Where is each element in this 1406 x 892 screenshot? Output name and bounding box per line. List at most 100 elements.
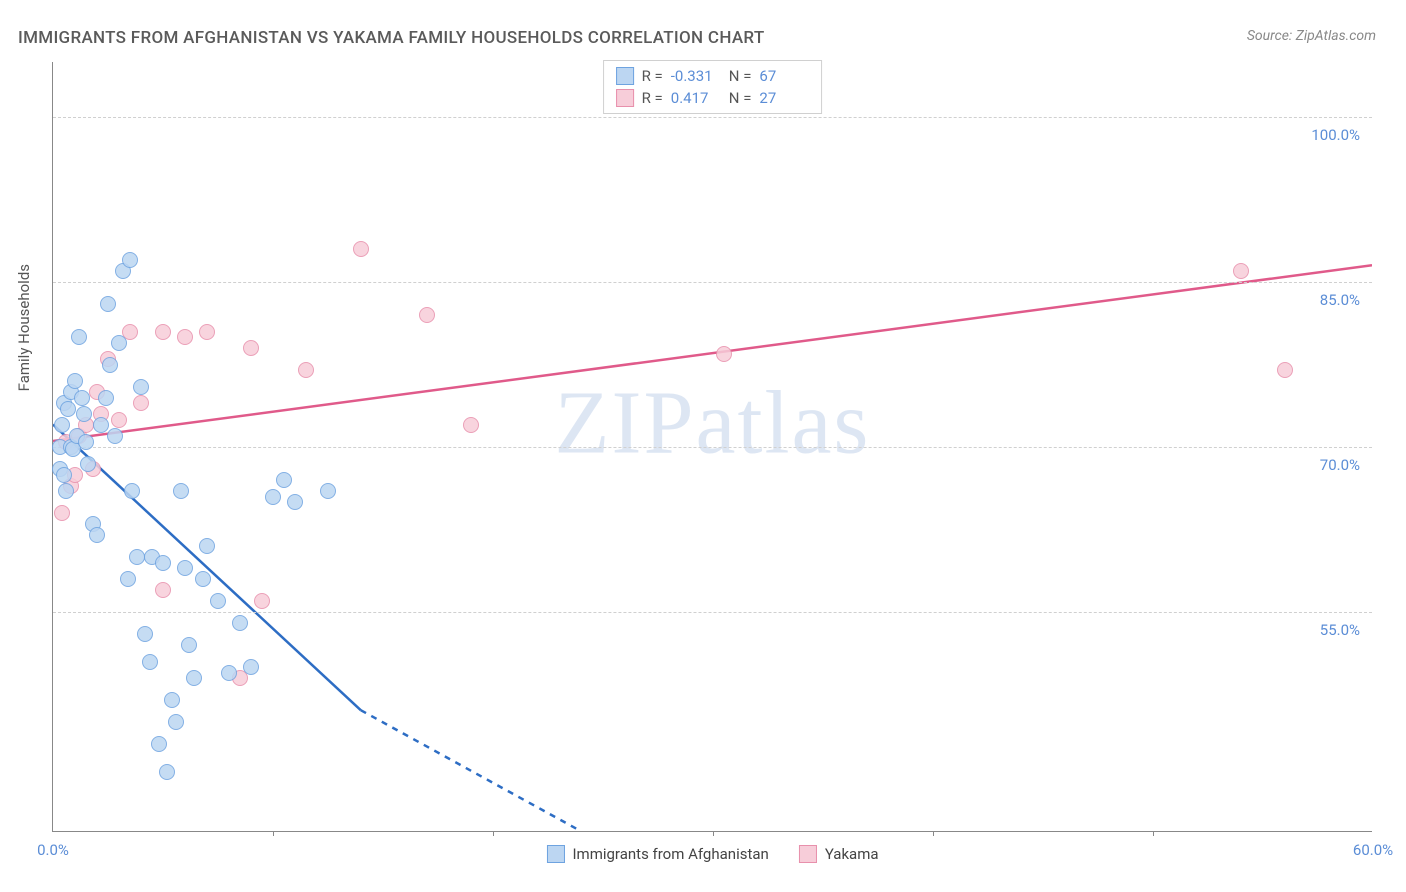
x-tick-mark <box>1153 831 1154 836</box>
r-label: R = <box>642 67 663 85</box>
scatter-point-yakama <box>155 582 171 598</box>
legend-row-afghanistan: R = -0.331 N = 67 <box>616 65 810 87</box>
scatter-point-yakama <box>353 241 369 257</box>
scatter-point-yakama <box>716 346 732 362</box>
scatter-point-afghanistan <box>120 571 136 587</box>
scatter-point-afghanistan <box>199 538 215 554</box>
scatter-point-afghanistan <box>67 373 83 389</box>
scatter-point-afghanistan <box>243 659 259 675</box>
swatch-afghanistan <box>546 845 564 863</box>
scatter-point-afghanistan <box>186 670 202 686</box>
x-tick-mark <box>713 831 714 836</box>
watermark-light: atlas <box>696 374 871 473</box>
gridline <box>53 447 1372 448</box>
scatter-point-afghanistan <box>159 764 175 780</box>
gridline <box>53 117 1372 118</box>
x-tick-label: 0.0% <box>37 841 69 859</box>
n-value-afghanistan: 67 <box>759 67 809 85</box>
n-value-yakama: 27 <box>759 89 809 107</box>
scatter-point-afghanistan <box>58 483 74 499</box>
r-value-afghanistan: -0.331 <box>671 67 721 85</box>
swatch-yakama <box>799 845 817 863</box>
y-tick-label: 70.0% <box>1320 456 1360 474</box>
gridline <box>53 282 1372 283</box>
watermark-bold: ZIP <box>555 374 696 473</box>
legend-series-box: Immigrants from Afghanistan Yakama <box>546 845 878 863</box>
scatter-point-afghanistan <box>142 654 158 670</box>
plot-area: ZIPatlas R = -0.331 N = 67 R = 0.417 N =… <box>52 62 1372 832</box>
series-label-afghanistan: Immigrants from Afghanistan <box>572 845 768 863</box>
legend-row-yakama: R = 0.417 N = 27 <box>616 87 810 109</box>
scatter-point-afghanistan <box>232 615 248 631</box>
scatter-point-afghanistan <box>124 483 140 499</box>
gridline <box>53 612 1372 613</box>
scatter-point-yakama <box>1277 362 1293 378</box>
scatter-point-afghanistan <box>265 489 281 505</box>
legend-correlation-box: R = -0.331 N = 67 R = 0.417 N = 27 <box>603 60 823 114</box>
y-axis-label: Family Households <box>15 264 33 391</box>
y-tick-label: 85.0% <box>1320 291 1360 309</box>
scatter-point-yakama <box>177 329 193 345</box>
scatter-point-afghanistan <box>60 401 76 417</box>
source-label: Source: ZipAtlas.com <box>1247 28 1376 44</box>
x-tick-label: 60.0% <box>1353 841 1393 859</box>
scatter-point-afghanistan <box>287 494 303 510</box>
swatch-yakama <box>616 89 634 107</box>
chart-container: IMMIGRANTS FROM AFGHANISTAN VS YAKAMA FA… <box>0 0 1406 892</box>
scatter-point-afghanistan <box>177 560 193 576</box>
scatter-point-afghanistan <box>276 472 292 488</box>
scatter-point-afghanistan <box>107 428 123 444</box>
scatter-point-afghanistan <box>221 665 237 681</box>
n-label: N = <box>729 89 752 107</box>
scatter-point-afghanistan <box>168 714 184 730</box>
scatter-point-afghanistan <box>137 626 153 642</box>
scatter-point-afghanistan <box>195 571 211 587</box>
scatter-point-afghanistan <box>80 456 96 472</box>
x-tick-mark <box>493 831 494 836</box>
scatter-point-afghanistan <box>98 390 114 406</box>
legend-item-yakama: Yakama <box>799 845 879 863</box>
scatter-point-afghanistan <box>129 549 145 565</box>
scatter-point-afghanistan <box>173 483 189 499</box>
scatter-point-afghanistan <box>76 406 92 422</box>
x-tick-mark <box>933 831 934 836</box>
scatter-point-yakama <box>155 324 171 340</box>
scatter-point-yakama <box>1233 263 1249 279</box>
scatter-point-yakama <box>133 395 149 411</box>
scatter-point-yakama <box>243 340 259 356</box>
y-tick-label: 55.0% <box>1320 621 1360 639</box>
scatter-point-yakama <box>254 593 270 609</box>
scatter-point-yakama <box>463 417 479 433</box>
scatter-point-afghanistan <box>56 467 72 483</box>
scatter-point-afghanistan <box>71 329 87 345</box>
scatter-point-afghanistan <box>181 637 197 653</box>
chart-title: IMMIGRANTS FROM AFGHANISTAN VS YAKAMA FA… <box>18 28 764 48</box>
series-label-yakama: Yakama <box>825 845 879 863</box>
y-tick-label: 100.0% <box>1311 126 1360 144</box>
scatter-point-afghanistan <box>122 252 138 268</box>
scatter-point-afghanistan <box>151 736 167 752</box>
scatter-point-afghanistan <box>78 434 94 450</box>
scatter-point-afghanistan <box>74 390 90 406</box>
legend-item-afghanistan: Immigrants from Afghanistan <box>546 845 768 863</box>
scatter-point-afghanistan <box>210 593 226 609</box>
scatter-point-afghanistan <box>164 692 180 708</box>
r-label: R = <box>642 89 663 107</box>
scatter-point-afghanistan <box>54 417 70 433</box>
swatch-afghanistan <box>616 67 634 85</box>
scatter-point-afghanistan <box>155 555 171 571</box>
scatter-point-afghanistan <box>320 483 336 499</box>
scatter-point-yakama <box>298 362 314 378</box>
scatter-point-afghanistan <box>102 357 118 373</box>
scatter-point-afghanistan <box>100 296 116 312</box>
scatter-point-afghanistan <box>133 379 149 395</box>
scatter-point-yakama <box>54 505 70 521</box>
n-label: N = <box>729 67 752 85</box>
scatter-point-afghanistan <box>111 335 127 351</box>
watermark: ZIPatlas <box>555 372 871 475</box>
r-value-yakama: 0.417 <box>671 89 721 107</box>
scatter-point-yakama <box>111 412 127 428</box>
x-tick-mark <box>273 831 274 836</box>
scatter-point-afghanistan <box>89 527 105 543</box>
scatter-point-yakama <box>419 307 435 323</box>
